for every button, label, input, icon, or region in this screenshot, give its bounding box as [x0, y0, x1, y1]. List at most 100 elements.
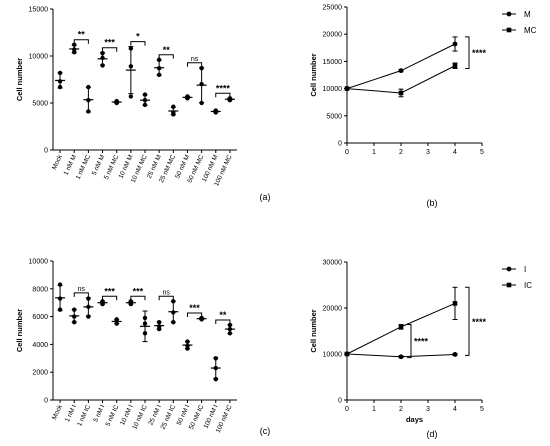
significance-bracket: [73, 292, 89, 297]
panel-label: (c): [260, 426, 271, 436]
category-label: 25 nM I: [147, 404, 163, 427]
category-label: 50 nM I: [176, 404, 192, 427]
y-tick-label: 4000: [32, 342, 48, 349]
data-point: [57, 296, 63, 301]
significance-bracket: [73, 39, 89, 44]
data-point: [156, 72, 162, 78]
panel-label: (a): [260, 192, 271, 202]
data-point: [72, 307, 77, 312]
data-point: [86, 314, 91, 319]
significance-label: ***: [104, 286, 115, 296]
significance-bracket: [158, 54, 174, 59]
data-point: [72, 47, 77, 52]
data-point: [128, 299, 134, 304]
x-tick-label: 2: [399, 406, 403, 413]
data-point-I: [452, 352, 458, 357]
data-point: [213, 108, 218, 113]
data-point: [114, 317, 119, 322]
y-tick-label: 25000: [323, 5, 343, 12]
significance-label: **: [78, 30, 86, 40]
significance-bracket: [465, 286, 470, 356]
data-point-MC: [452, 63, 458, 69]
data-point: [100, 55, 105, 61]
significance-label: ns: [163, 289, 171, 296]
y-tick-label: 2000: [32, 370, 48, 377]
data-point: [57, 282, 63, 287]
panel-b: 0 5000 10000 15000 20000 25000 Cell number 0 1 2 3…: [309, 5, 537, 209]
data-point: [86, 304, 91, 310]
y-tick-label: 10000: [323, 86, 343, 93]
significance-label: ***: [189, 303, 200, 313]
data-point: [185, 339, 190, 344]
significance-label: **: [163, 45, 171, 55]
category-label: 1 nM I: [64, 404, 78, 424]
significance-label: ***: [133, 286, 144, 296]
x-axis-label: days: [406, 415, 423, 424]
data-point-IC: [398, 324, 404, 330]
data-point-M: [398, 68, 404, 74]
significance-bracket: [186, 62, 203, 67]
data-point: [86, 109, 91, 114]
data-point: [142, 315, 148, 321]
data-point: [57, 307, 63, 312]
y-tick-label: 10000: [29, 54, 49, 61]
data-point: [227, 322, 233, 328]
panel-label: (d): [427, 429, 438, 439]
data-point: [57, 70, 63, 76]
series-line-M: [346, 43, 456, 90]
y-tick-label: 30000: [323, 260, 343, 267]
y-tick-label: 0: [44, 148, 48, 155]
data-point: [142, 102, 148, 108]
y-tick-label: 20000: [323, 306, 343, 313]
y-axis-label: Cell number: [15, 58, 24, 101]
data-point: [213, 365, 218, 371]
y-tick-label: 8000: [32, 286, 48, 293]
category-label: Mock: [51, 153, 64, 171]
x-tick-label: 4: [453, 149, 457, 156]
x-tick-label: 3: [426, 406, 430, 413]
data-point: [86, 97, 91, 103]
data-point: [171, 110, 176, 115]
category-label: 5 nM I: [92, 404, 106, 424]
significance-bracket: [186, 312, 203, 317]
x-tick-label: 2: [399, 149, 403, 156]
legend-marker: [506, 266, 512, 272]
x-tick-label: 1: [372, 406, 376, 413]
significance-bracket: [130, 295, 146, 301]
significance-label: ***: [104, 38, 115, 48]
category-label: 10 nM I: [119, 404, 135, 427]
data-point: [171, 319, 176, 325]
data-point: [156, 57, 162, 62]
significance-bracket: [215, 92, 231, 98]
category-label: 1 nM IC: [76, 404, 92, 428]
data-point: [185, 343, 190, 348]
significance-label: *: [136, 32, 140, 42]
y-tick-label: 6000: [32, 314, 48, 321]
significance-bracket: [130, 41, 146, 46]
significance-bracket: [102, 47, 118, 52]
data-point: [128, 64, 134, 69]
y-axis-label: Cell number: [309, 53, 318, 96]
significance-label: ns: [78, 286, 86, 293]
y-tick-label: 0: [338, 141, 342, 148]
data-point: [213, 376, 218, 382]
significance-label: **: [219, 310, 227, 320]
significance-bracket: [407, 324, 412, 359]
data-point: [72, 319, 77, 325]
significance-bracket: [465, 36, 470, 69]
y-tick-label: 20000: [323, 32, 343, 39]
data-point: [171, 299, 176, 304]
data-point: [128, 46, 134, 51]
y-tick-label: 15000: [323, 59, 343, 66]
legend-entry: M: [524, 10, 531, 19]
panel-label: (b): [427, 198, 438, 208]
legend-entry: IC: [524, 281, 532, 290]
x-tick-label: 5: [480, 149, 484, 156]
significance-bracket: [102, 295, 118, 301]
data-point: [57, 79, 63, 84]
data-point: [156, 66, 162, 71]
legend-entry: MC: [524, 26, 537, 35]
x-tick-label: 3: [426, 149, 430, 156]
category-label: 1 nM M: [63, 154, 79, 177]
